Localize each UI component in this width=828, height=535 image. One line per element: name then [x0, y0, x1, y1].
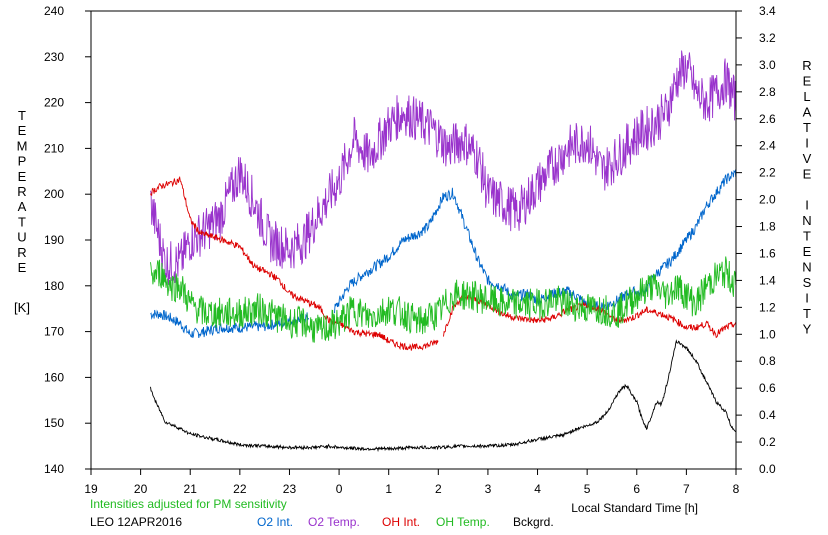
series-line: [150, 256, 737, 343]
axes-layer: [85, 10, 742, 475]
y-left-title-letter: R: [17, 184, 26, 199]
y-left-tick-label: 150: [44, 416, 64, 430]
y-left-tick-label: 170: [44, 325, 64, 339]
x-tick-label: 22: [233, 482, 247, 496]
y-left-tick-label: 140: [44, 462, 64, 476]
y-right-tick-label: 1.2: [759, 300, 776, 314]
station-date-label: LEO 12APR2016: [90, 515, 182, 529]
y-left-tick-label: 240: [44, 4, 64, 18]
x-tick-label: 7: [683, 482, 690, 496]
y-right-title-letter: E: [803, 74, 812, 89]
y-right-tick-label: 2.2: [759, 166, 776, 180]
y-right-tick-label: 3.0: [759, 58, 776, 72]
y-right-tick-label: 3.2: [759, 31, 776, 45]
y-right-title-letter: R: [802, 58, 811, 73]
x-tick-label: 4: [534, 482, 541, 496]
x-axis-label: Local Standard Time [h]: [571, 501, 698, 515]
x-tick-label: 21: [184, 482, 198, 496]
y-left-title-letter: T: [18, 108, 26, 123]
y-right-tick-label: 2.8: [759, 85, 776, 99]
y-right-tick-label: 2.0: [759, 193, 776, 207]
y-right-tick-label: 0.8: [759, 354, 776, 368]
legend-entry: Bckgrd.: [513, 515, 554, 529]
y-right-title-letter: E: [803, 167, 812, 182]
legend-entry: O2 Temp.: [308, 515, 360, 529]
y-left-title-letter: U: [17, 230, 26, 245]
y-right-title-letter: A: [803, 105, 812, 120]
y-left-title-letter: E: [18, 123, 27, 138]
y-right-title-letter: L: [803, 89, 810, 104]
x-tick-label: 3: [485, 482, 492, 496]
y-left-tick-label: 200: [44, 187, 64, 201]
x-tick-label: 20: [134, 482, 148, 496]
series-line: [150, 175, 737, 351]
y-left-title-letter: P: [18, 154, 27, 169]
x-tick-label: 23: [283, 482, 297, 496]
y-right-tick-label: 1.0: [759, 327, 776, 341]
y-left-title-letter: E: [18, 169, 27, 184]
legend-entry: OH Int.: [382, 515, 420, 529]
y-right-title-letter: T: [803, 229, 811, 244]
y-left-tick-label: 220: [44, 96, 64, 110]
y-right-title-letter: E: [803, 244, 812, 259]
y-right-title-letter: V: [803, 151, 812, 166]
y-right-title-letter: I: [805, 291, 809, 306]
y-right-tick-label: 0.0: [759, 462, 776, 476]
legend-entry: O2 Int.: [257, 515, 293, 529]
y-left-tick-label: 160: [44, 370, 64, 384]
y-left-title-letter: M: [17, 138, 28, 153]
series-layer: [150, 50, 737, 453]
y-left-tick-label: 230: [44, 50, 64, 64]
y-right-tick-label: 1.4: [759, 273, 776, 287]
y-right-tick-label: 0.4: [759, 408, 776, 422]
x-tick-label: 0: [336, 482, 343, 496]
y-right-title-letter: T: [803, 120, 811, 135]
series-line: [150, 50, 737, 285]
y-left-tick-label: 180: [44, 279, 64, 293]
legend-entry: OH Temp.: [436, 515, 490, 529]
y-right-tick-label: 1.8: [759, 220, 776, 234]
y-right-tick-label: 2.4: [759, 139, 776, 153]
y-right-tick-label: 1.6: [759, 246, 776, 260]
y-right-tick-label: 0.6: [759, 381, 776, 395]
y-right-title-letter: N: [802, 213, 811, 228]
y-right-tick-label: 2.6: [759, 112, 776, 126]
x-tick-label: 1: [385, 482, 392, 496]
plot-frame: [90, 10, 737, 470]
y-right-title-letter: I: [805, 198, 809, 213]
y-right-tick-label: 3.4: [759, 4, 776, 18]
y-right-title-letter: S: [803, 275, 812, 290]
y-left-unit: [K]: [14, 300, 30, 315]
y-right-title-letter: N: [802, 260, 811, 275]
y-left-tick-label: 190: [44, 233, 64, 247]
y-left-tick-label: 210: [44, 141, 64, 155]
y-left-title-letter: A: [18, 199, 27, 214]
y-right-title-letter: Y: [803, 322, 812, 337]
sensitivity-note: Intensities adjusted for PM sensitivity: [90, 497, 287, 511]
y-right-tick-label: 0.2: [759, 435, 776, 449]
x-tick-label: 2: [435, 482, 442, 496]
y-left-title-letter: R: [17, 245, 26, 260]
x-tick-label: 8: [733, 482, 740, 496]
x-tick-label: 6: [633, 482, 640, 496]
x-tick-label: 19: [84, 482, 98, 496]
y-left-title-letter: E: [18, 260, 27, 275]
series-line: [150, 339, 737, 453]
legend: O2 Int. O2 Temp. OH Int. OH Temp. Bckgrd.: [257, 515, 554, 529]
axis-labels: 19 20 21 22 23 0 1 2 3 4 5 6 7 8140150160170180190200…: [14, 4, 812, 496]
y-right-title-letter: I: [805, 136, 809, 151]
x-tick-label: 5: [584, 482, 591, 496]
y-right-title-letter: T: [803, 306, 811, 321]
y-left-title-letter: T: [18, 214, 26, 229]
